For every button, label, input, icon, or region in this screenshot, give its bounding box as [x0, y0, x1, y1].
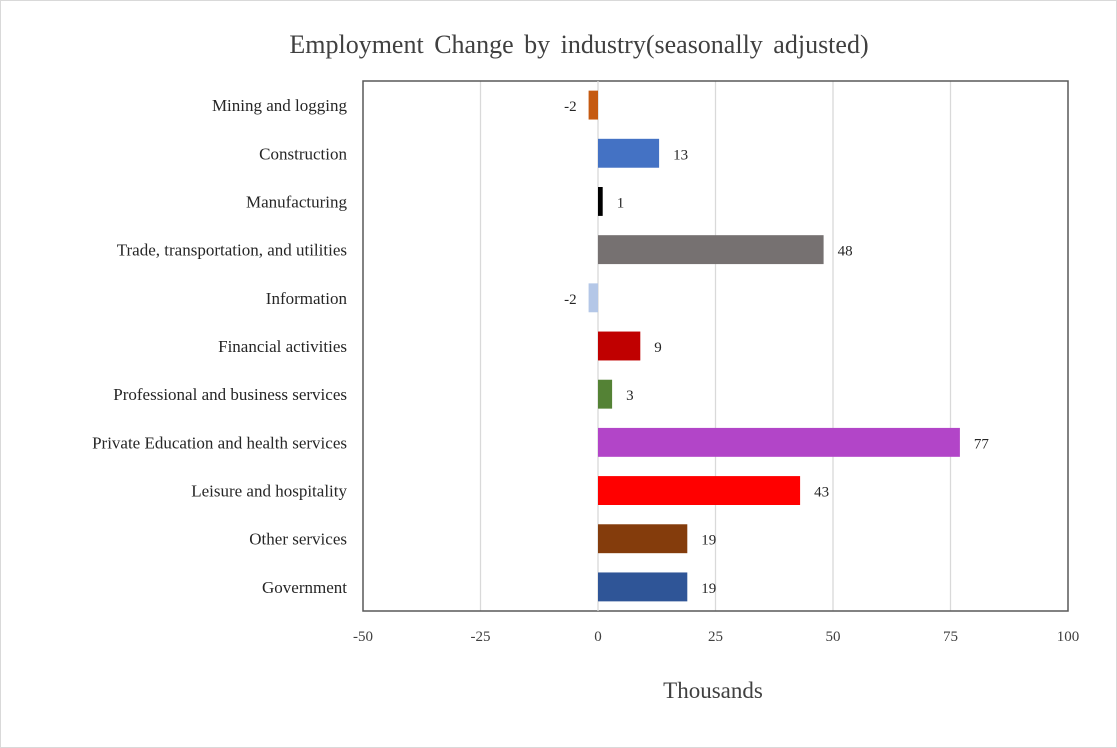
category-labels: Mining and logging Construction Manufactur…: [92, 96, 347, 597]
bar: [588, 283, 598, 313]
bar: [598, 138, 660, 168]
category-label: Leisure and hospitality: [191, 482, 347, 501]
data-label: 48: [838, 244, 853, 260]
category-label: Government: [262, 578, 347, 597]
chart-title: Employment Change by industry(seasonally…: [289, 30, 868, 59]
category-label: Professional and business services: [113, 385, 347, 404]
bar: [598, 524, 688, 554]
category-label: Other services: [249, 530, 347, 549]
bar: [598, 379, 613, 409]
plot-area-border: [362, 80, 1069, 612]
data-label: 19: [701, 581, 716, 597]
data-label: 77: [974, 436, 990, 452]
data-label: -2: [564, 292, 577, 308]
bar: [598, 187, 603, 216]
data-label: 1: [617, 195, 625, 211]
x-tick-label: -50: [353, 629, 373, 645]
data-labels: -2 13 1 48 -2 9 3 77 43 19 19: [564, 99, 989, 597]
data-label: 43: [814, 485, 829, 501]
category-label: Manufacturing: [246, 192, 348, 211]
data-label: 19: [701, 533, 716, 549]
bar: [598, 572, 688, 602]
bar: [598, 235, 824, 265]
category-label: Information: [266, 289, 348, 308]
x-tick-label: 0: [594, 629, 602, 645]
x-tick-label: 75: [943, 629, 958, 645]
bar: [598, 331, 641, 361]
category-label: Financial activities: [218, 337, 347, 356]
bars: [588, 90, 960, 602]
x-tick-labels: -50 -25 0 25 50 75 100: [353, 629, 1079, 645]
data-label: -2: [564, 99, 577, 115]
x-tick-label: -25: [471, 629, 491, 645]
bar: [598, 476, 801, 505]
data-label: 3: [626, 388, 634, 404]
data-label: 13: [673, 147, 688, 163]
data-label: 9: [654, 340, 662, 356]
x-axis-title: Thousands: [663, 678, 763, 703]
x-tick-label: 100: [1057, 629, 1080, 645]
category-label: Private Education and health services: [92, 433, 347, 452]
category-label: Trade, transportation, and utilities: [117, 241, 347, 260]
category-label: Mining and logging: [212, 96, 348, 115]
gridlines: [479, 81, 952, 611]
x-tick-label: 50: [826, 629, 841, 645]
category-label: Construction: [259, 144, 347, 163]
bar: [588, 90, 598, 120]
x-tick-label: 25: [708, 629, 723, 645]
bar: [598, 427, 960, 457]
